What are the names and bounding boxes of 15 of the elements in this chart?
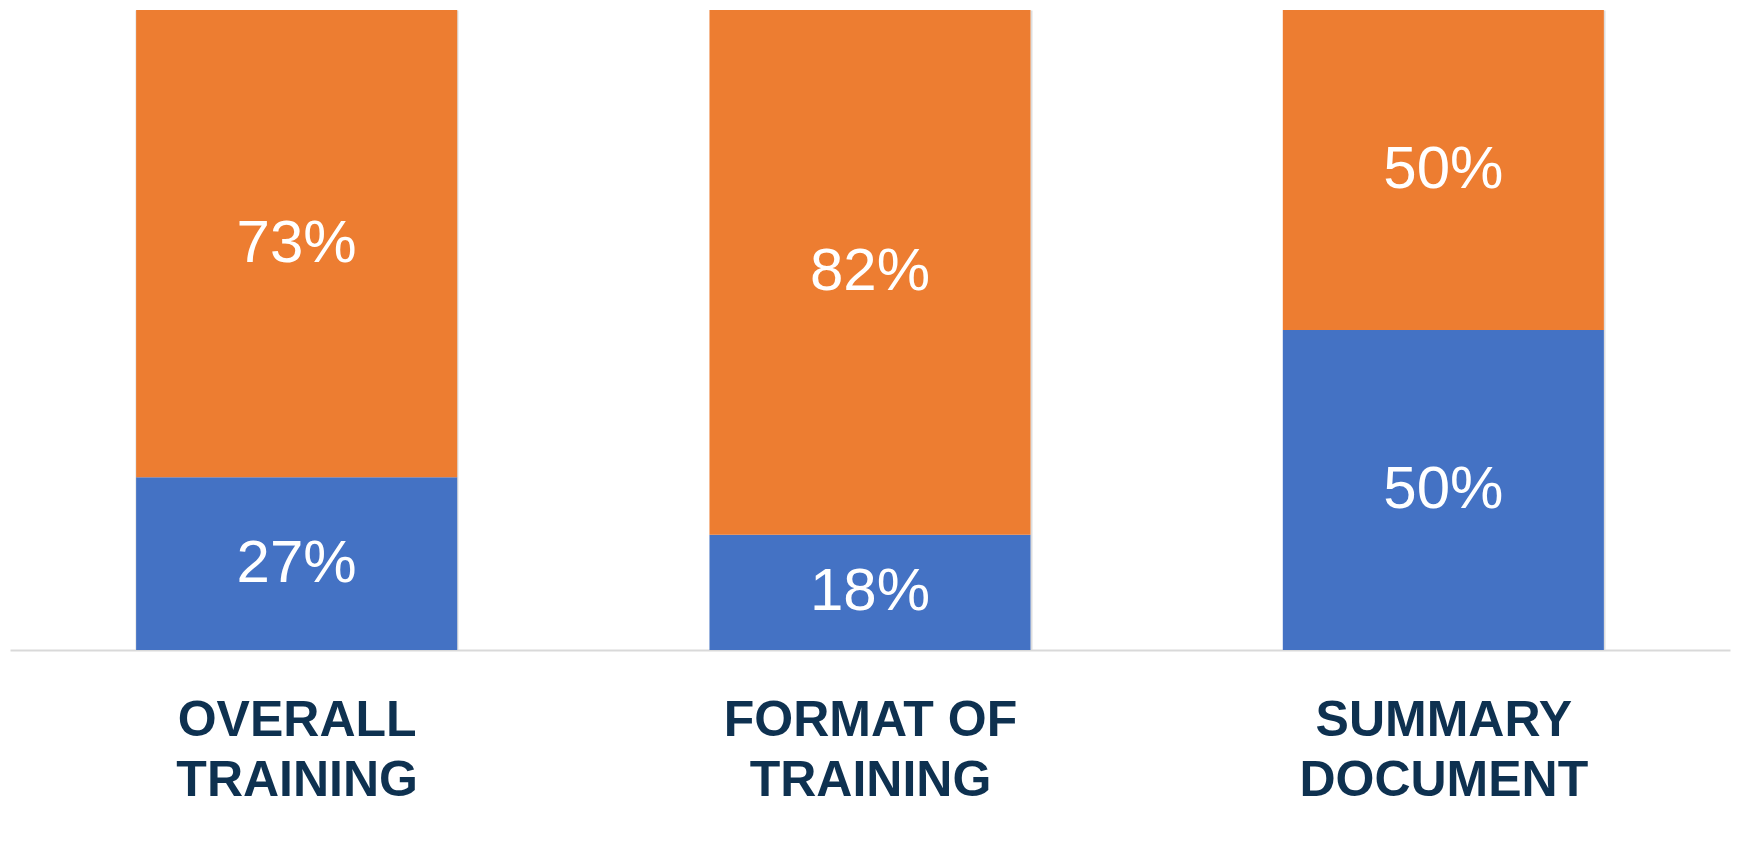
bar <box>136 477 458 650</box>
bar <box>1282 330 1604 650</box>
bar <box>1282 10 1604 330</box>
data-label: 27% <box>236 527 357 595</box>
data-label: 73% <box>236 207 357 275</box>
bar <box>709 10 1031 535</box>
data-label: 18% <box>809 556 931 624</box>
x-tick-label: FORMAT OF TRAINING <box>723 690 1018 807</box>
x-tick-label: OVERALL TRAINING <box>176 690 418 807</box>
data-label: 50% <box>1383 454 1504 521</box>
bar <box>136 10 458 478</box>
data-label: 82% <box>809 236 931 304</box>
bar <box>709 534 1031 650</box>
data-label: 50% <box>1383 134 1504 201</box>
x-tick-label: SUMMARY DOCUMENT <box>1299 690 1589 807</box>
